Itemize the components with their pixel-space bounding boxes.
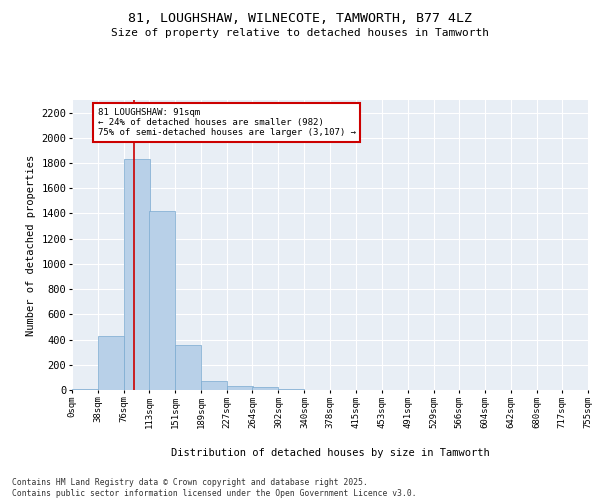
Text: Size of property relative to detached houses in Tamworth: Size of property relative to detached ho… (111, 28, 489, 38)
Bar (124, 160, 150, 390)
Bar (98, 336, 124, 390)
Bar (227, 386, 253, 390)
Bar (175, 344, 201, 390)
Y-axis label: Number of detached properties: Number of detached properties (26, 154, 36, 336)
Bar (149, 211, 175, 390)
Bar (253, 388, 278, 390)
Text: 81 LOUGHSHAW: 91sqm
← 24% of detached houses are smaller (982)
75% of semi-detac: 81 LOUGHSHAW: 91sqm ← 24% of detached ho… (98, 108, 356, 138)
Text: Contains HM Land Registry data © Crown copyright and database right 2025.
Contai: Contains HM Land Registry data © Crown c… (12, 478, 416, 498)
Text: Distribution of detached houses by size in Tamworth: Distribution of detached houses by size … (170, 448, 490, 458)
Text: 81, LOUGHSHAW, WILNECOTE, TAMWORTH, B77 4LZ: 81, LOUGHSHAW, WILNECOTE, TAMWORTH, B77 … (128, 12, 472, 26)
Bar (201, 380, 227, 390)
Bar (72, 388, 98, 390)
